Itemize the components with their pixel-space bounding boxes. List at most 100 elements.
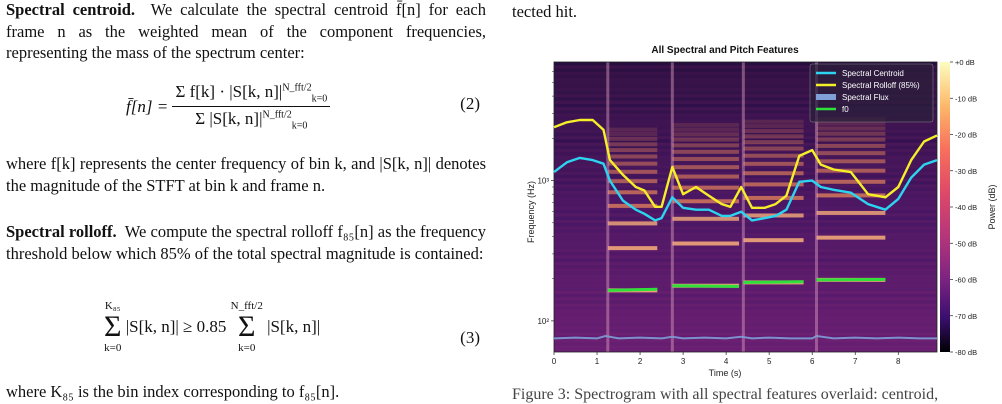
harmonic-band <box>817 151 886 155</box>
spectrogram-band <box>554 271 937 274</box>
spectrogram-band <box>554 304 937 307</box>
eq3-sum-left: K₈₅ Σ k=0 <box>104 300 121 354</box>
colorbar-tick-label: -10 dB <box>955 94 977 103</box>
onset-streak <box>671 62 674 352</box>
harmonic-band <box>743 129 803 133</box>
harmonic-band <box>743 147 803 151</box>
colorbar-label: Power (dB) <box>987 184 997 229</box>
spectrogram-band <box>554 259 937 262</box>
legend-label-centroid: Spectral Centroid <box>842 69 904 78</box>
spectrogram-band <box>554 242 937 245</box>
series-f0-segment <box>608 289 657 290</box>
eq2-numerator: Σ f[k] · |S[k, n]|N_fft/2k=0 <box>172 82 330 107</box>
colorbar-tick-label: -60 dB <box>955 276 977 285</box>
spectrogram-band <box>554 226 937 229</box>
harmonic-band <box>817 159 886 163</box>
figure-caption: Figure 3: Spectrogram with all spectral … <box>512 386 938 404</box>
harmonic-band <box>743 124 803 128</box>
colorbar-ticks: +0 dB-10 dB-20 dB-30 dB-40 dB-50 dB-60 d… <box>950 58 977 357</box>
spectrogram-band <box>554 265 937 268</box>
x-tick-label: 2 <box>638 357 643 366</box>
spectrogram-band <box>554 349 937 352</box>
eq3-lhs-term: |S[k, n]| ≥ 0.85 <box>126 317 227 336</box>
harmonic-band <box>608 137 657 141</box>
paragraph-rolloff-where: where K₈₅ is the bin index corresponding… <box>6 381 486 403</box>
spectrogram-band <box>554 252 937 255</box>
harmonic-band <box>608 148 657 152</box>
harmonic-band <box>608 246 657 250</box>
spectrogram-band <box>554 310 937 313</box>
colorbar-tick-label: -40 dB <box>955 203 977 212</box>
spectrogram-band <box>554 294 937 297</box>
spectrogram-band <box>554 342 937 345</box>
x-tick-label: 3 <box>681 357 686 366</box>
harmonic-band <box>817 180 886 184</box>
harmonic-band <box>672 143 739 147</box>
paragraph-rolloff: Spectral rolloff. We compute the spectra… <box>6 221 486 264</box>
harmonic-band <box>608 128 657 132</box>
legend-label-f0: f0 <box>842 105 849 114</box>
harmonic-band <box>608 154 657 158</box>
y-tick-label: 10² <box>537 317 549 326</box>
spectrogram-band <box>554 284 937 287</box>
legend-label-flux: Spectral Flux <box>842 93 889 102</box>
heading-spectral-rolloff: Spectral rolloff. <box>6 222 117 241</box>
paragraph-centroid-where: where f[k] represents the center frequen… <box>6 153 486 196</box>
colorbar-tick-label: -80 dB <box>955 348 977 357</box>
harmonic-band <box>743 120 803 124</box>
harmonic-band <box>672 242 739 246</box>
eq3-sum-right: N_fft/2 Σ k=0 <box>231 300 263 354</box>
harmonic-band <box>672 199 739 203</box>
legend: Spectral Centroid Spectral Rolloff (85%)… <box>810 64 933 122</box>
series-f0-segment <box>743 282 803 283</box>
eq3-number: (3) <box>460 328 480 348</box>
spectrogram-band <box>554 313 937 316</box>
eq2-number: (2) <box>460 94 480 114</box>
harmonic-band <box>672 138 739 142</box>
colorbar-tick-label: -30 dB <box>955 167 977 176</box>
spectrogram-band <box>554 230 937 233</box>
x-tick-label: 0 <box>552 357 557 366</box>
heading-spectral-centroid: Spectral centroid. <box>6 0 135 19</box>
harmonic-band <box>817 138 886 142</box>
spectrogram-band <box>554 268 937 271</box>
eq2-denominator: Σ |S[k, n]|N_fft/2k=0 <box>172 107 330 131</box>
colorbar-tick-label: +0 dB <box>955 58 975 67</box>
harmonic-band <box>672 175 739 179</box>
eq2-fraction: Σ f[k] · |S[k, n]|N_fft/2k=0 Σ |S[k, n]|… <box>172 82 330 132</box>
colorbar <box>940 62 950 352</box>
harmonic-band <box>743 154 803 158</box>
left-column: Spectral centroid. We calculate the spec… <box>6 0 490 401</box>
spectrogram-band <box>554 307 937 310</box>
x-tick-label: 1 <box>595 357 600 366</box>
harmonic-band <box>743 196 803 200</box>
chart-title: All Spectral and Pitch Features <box>651 45 799 56</box>
equation-2: f̄[n] = Σ f[k] · |S[k, n]|N_fft/2k=0 Σ |… <box>6 74 486 140</box>
x-tick-label: 7 <box>853 357 858 366</box>
harmonic-band <box>743 238 803 242</box>
harmonic-band <box>672 165 739 169</box>
colorbar-tick-label: -70 dB <box>955 312 977 321</box>
spectrogram-band <box>554 175 937 178</box>
series-f0-segment <box>672 286 739 287</box>
harmonic-band <box>743 162 803 166</box>
harmonic-band <box>743 182 803 186</box>
spectrogram-band <box>554 317 937 320</box>
harmonic-band <box>608 132 657 136</box>
spectrogram-band <box>554 333 937 336</box>
spectrogram-band <box>554 329 937 332</box>
harmonic-band <box>672 150 739 154</box>
eq2-lhs: f̄[n] = <box>126 97 168 116</box>
harmonic-band <box>672 157 739 161</box>
spectrogram-band <box>554 346 937 349</box>
x-tick-label: 6 <box>810 357 815 366</box>
spectrogram-band <box>554 255 937 258</box>
harmonic-band <box>672 132 739 136</box>
harmonic-band <box>608 221 657 225</box>
x-tick-label: 4 <box>724 357 729 366</box>
harmonic-band <box>817 144 886 148</box>
spectrogram-band <box>554 323 937 326</box>
onset-streak <box>606 62 609 352</box>
spectrogram-band <box>554 201 937 204</box>
